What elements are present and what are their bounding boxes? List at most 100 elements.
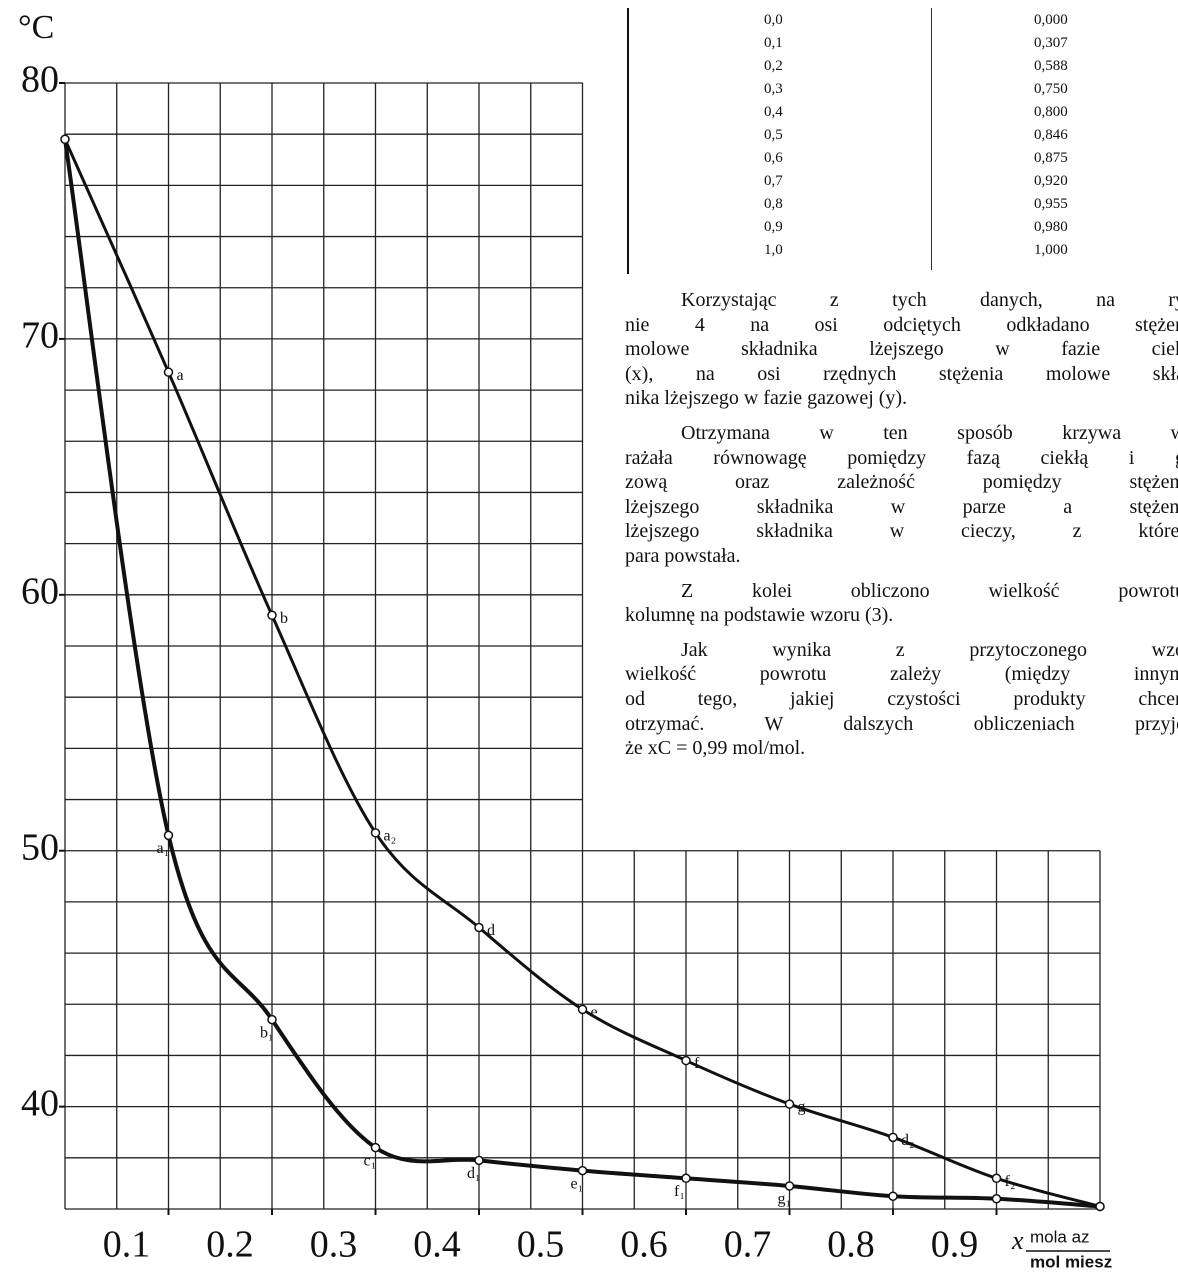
text-line: (x), na osi rzędnych stężenia molowe skł… — [625, 362, 1178, 385]
x-tick-label: 0.8 — [827, 1224, 875, 1266]
x-tick-label: 0.2 — [206, 1224, 254, 1266]
point — [474, 922, 484, 933]
text-line: para powstała. — [625, 544, 741, 567]
y-tick-label: 80 — [21, 59, 59, 101]
point — [577, 1165, 588, 1176]
point — [267, 610, 277, 621]
x-axis-label: x — [1011, 1226, 1024, 1255]
text-line: Otrzymana w ten sposób krzywa w — [681, 421, 1178, 444]
point — [267, 1014, 277, 1025]
table-cell: 0,5 — [764, 127, 783, 143]
table-cell: 0,0 — [764, 12, 783, 28]
point-label: e — [591, 1004, 598, 1021]
point — [888, 1191, 898, 1201]
y-tick-label: 60 — [21, 571, 59, 613]
text-line: wielkość powrotu zależy (między innym — [625, 663, 1178, 686]
point — [991, 1173, 1002, 1184]
text-line: Korzystając z tych danych, na ry — [681, 289, 1178, 311]
point — [1095, 1201, 1105, 1212]
text-line: molowe składnika lżejszego w fazie ciek — [625, 338, 1178, 361]
point-label: g₁ — [778, 1191, 792, 1208]
table-cell: 0,980 — [1034, 219, 1068, 235]
paragraph: Otrzymana w ten sposób krzywa w rażała ró… — [625, 421, 1178, 569]
table-cell: 0,955 — [1034, 196, 1068, 212]
paragraph: Jak wynika z przytoczonego wzo wielkość p… — [625, 638, 1178, 761]
point — [370, 828, 381, 838]
text-line: Z kolei obliczono wielkość powrotu — [681, 579, 1178, 602]
text-line: lżejszego składnika w parze a stężeni — [625, 495, 1178, 518]
table-cell: 0,846 — [1034, 127, 1068, 143]
body-text: Korzystając z tych danych, na ry nie 4 na… — [625, 288, 1178, 771]
point-label: b — [280, 610, 288, 627]
y-tick-label: 50 — [21, 826, 59, 868]
y-tick-label: 40 — [21, 1082, 59, 1124]
column-divider — [931, 8, 932, 270]
table-cell: 0,7 — [764, 173, 783, 189]
point — [370, 1142, 381, 1153]
text-line: od tego, jakiej czystości produkty chcen — [625, 687, 1178, 710]
table-cell: 0,3 — [764, 81, 783, 97]
point-label: a₂ — [384, 827, 397, 844]
point-label: d₁ — [467, 1165, 481, 1182]
point-label: e₁ — [571, 1175, 584, 1192]
point-label: f₁ — [674, 1183, 685, 1200]
point — [888, 1132, 898, 1143]
text-line: że xC = 0,99 mol/mol. — [625, 737, 806, 760]
text-line: nika lżejszego w fazie gazowej (y). — [625, 387, 908, 410]
point-label: c₁ — [364, 1152, 377, 1169]
x-tick-label: 0.5 — [517, 1224, 565, 1266]
point — [60, 134, 70, 145]
paragraph: Korzystając z tych danych, na ry nie 4 na… — [625, 288, 1178, 411]
table-cell: 0,9 — [764, 219, 783, 235]
table: 0,0 0,000 0,1 0,307 0,2 0,588 0,3 0,750 0,4 0,800… — [627, 8, 1099, 274]
table-cell: 0,875 — [1034, 150, 1068, 166]
x-tick-label: 0.4 — [413, 1224, 461, 1266]
point-label: a — [177, 367, 184, 384]
text-line: zową oraz zależność pomiędzy stężeni — [625, 471, 1178, 494]
point — [784, 1181, 795, 1191]
text-line: otrzymać. W dalszych obliczeniach przyję — [625, 712, 1178, 735]
point-label: f₂ — [1005, 1173, 1016, 1190]
table-cell: 0,750 — [1034, 81, 1068, 97]
table-cell: 0,1 — [764, 35, 783, 51]
point-label: g — [798, 1099, 806, 1116]
table-cell: 0,2 — [764, 58, 783, 74]
table-cell: 0,307 — [1034, 35, 1068, 51]
point-label: f — [694, 1055, 700, 1072]
text-line: nie 4 na osi odciętych odkładano stężen — [625, 313, 1178, 336]
point — [681, 1173, 691, 1184]
point-label: a₁ — [157, 840, 170, 857]
table-cell: 0,588 — [1034, 58, 1068, 74]
point — [474, 1155, 484, 1166]
table-cell: 0,4 — [764, 104, 783, 120]
y-axis-label: °C — [18, 9, 54, 46]
table-cell: 1,0 — [764, 242, 783, 258]
point — [163, 830, 174, 841]
table-cell: 0,8 — [764, 196, 783, 212]
table-cell: 0,6 — [764, 150, 783, 166]
table-cell: 0,000 — [1034, 12, 1068, 28]
paragraph: Z kolei obliczono wielkość powrotu kolumn… — [625, 579, 1178, 628]
point-label: d₂ — [901, 1132, 915, 1149]
point — [577, 1004, 588, 1015]
y-tick-label: 70 — [21, 315, 59, 357]
point — [991, 1194, 1002, 1204]
point — [784, 1099, 795, 1109]
table-cell: 1,000 — [1034, 242, 1068, 258]
text-line: kolumnę na podstawie wzoru (3). — [625, 604, 894, 627]
x-tick-label: 0.6 — [620, 1224, 668, 1266]
text-line: lżejszego składnika w cieczy, z której — [625, 520, 1178, 543]
table-cell: 0,920 — [1034, 173, 1068, 189]
point — [163, 367, 174, 377]
x-tick-label: 0.9 — [931, 1224, 979, 1266]
point-label: d — [487, 922, 495, 939]
table-cell: 0,800 — [1034, 104, 1068, 120]
x-tick-label: 0.7 — [724, 1224, 772, 1266]
x-unit-top: mola az — [1030, 1227, 1090, 1246]
point — [681, 1055, 691, 1066]
point-label: b₁ — [260, 1024, 274, 1041]
x-tick-label: 0.1 — [103, 1224, 151, 1266]
text-line: Jak wynika z przytoczonego wzo — [681, 638, 1178, 661]
